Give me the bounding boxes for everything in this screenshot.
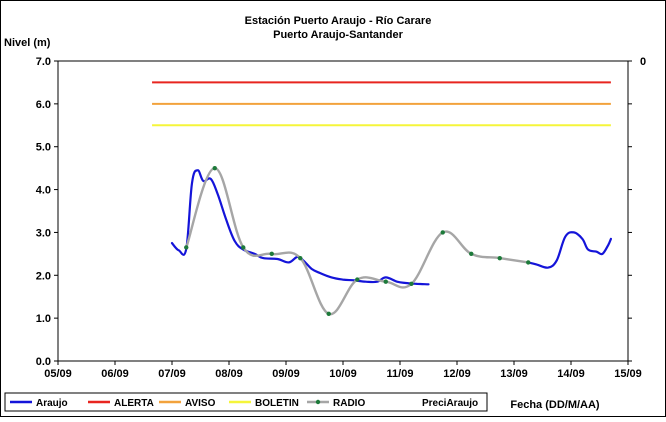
legend-label: Araujo <box>36 398 68 409</box>
legend-label: PreciAraujo <box>422 398 478 409</box>
x-tick-label: 13/09 <box>500 368 528 380</box>
x-axis-title: Fecha (DD/M/AA) <box>510 399 600 411</box>
y2-tick-label: 0 <box>640 56 646 68</box>
legend: Araujo ALERTA AVISO BOLETIN RADIO PreciAraujo <box>10 398 478 409</box>
legend-marker <box>315 399 321 405</box>
x-tick-label: 09/09 <box>272 368 300 380</box>
x-tick-label: 10/09 <box>329 368 357 380</box>
series-point-radio <box>269 251 274 257</box>
y-tick-label: 1.0 <box>36 313 51 325</box>
series-point-radio <box>383 279 388 284</box>
y-axis-title: Nivel (m) <box>4 37 51 49</box>
y-tick-label: 6.0 <box>36 99 51 111</box>
threshold-layer <box>152 81 611 127</box>
series-line-araujo <box>527 231 612 269</box>
series-point-radio <box>212 165 217 171</box>
axes-layer: 0.0 1.0 2.0 3.0 4.0 5.0 6.0 7.0 05/09 06/09 07/09 0… <box>36 56 642 380</box>
series-point-radio <box>298 255 303 261</box>
series-point-radio <box>440 230 445 235</box>
x-tick-label: 14/09 <box>557 368 585 380</box>
series-point-radio <box>526 260 531 265</box>
y-tick-label: 0.0 <box>36 356 51 368</box>
y-tick-label: 4.0 <box>36 185 51 197</box>
series-point-radio <box>241 245 246 250</box>
legend-label: AVISO <box>185 398 216 409</box>
series-point-radio <box>184 245 189 250</box>
chart-title: Estación Puerto Araujo - Río Carare <box>245 15 432 27</box>
series-point-radio <box>355 277 360 282</box>
series-point-radio <box>497 255 502 261</box>
y-tick-label: 2.0 <box>36 270 51 282</box>
legend-label: ALERTA <box>114 398 154 409</box>
series-layer <box>170 165 612 317</box>
x-tick-label: 11/09 <box>387 368 414 380</box>
x-tick-label: 12/09 <box>443 368 471 380</box>
plot-area <box>57 60 629 362</box>
x-tick-label: 07/09 <box>158 368 186 380</box>
legend-label: RADIO <box>333 398 365 409</box>
series-point-radio <box>326 311 331 317</box>
y-tick-label: 3.0 <box>36 227 51 239</box>
x-tick-label: 08/09 <box>215 368 243 380</box>
series-point-radio <box>409 281 414 287</box>
series-point-radio <box>469 251 474 257</box>
x-tick-label: 06/09 <box>101 368 129 380</box>
chart-subtitle: Puerto Araujo-Santander <box>273 29 403 41</box>
x-tick-label: 05/09 <box>44 368 72 380</box>
y-tick-label: 5.0 <box>36 142 51 154</box>
y-tick-label: 7.0 <box>36 56 51 68</box>
legend-label: BOLETIN <box>255 398 299 409</box>
x-tick-label: 15/09 <box>614 368 642 380</box>
